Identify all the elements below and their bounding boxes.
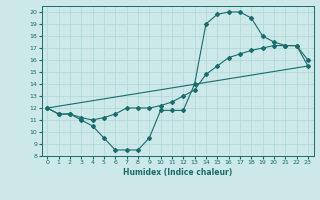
X-axis label: Humidex (Indice chaleur): Humidex (Indice chaleur): [123, 168, 232, 177]
